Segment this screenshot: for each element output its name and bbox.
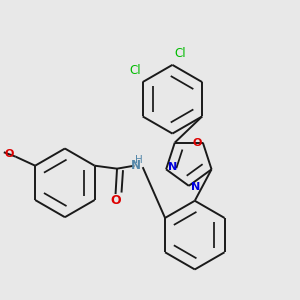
Text: Cl: Cl xyxy=(174,47,186,60)
Text: N: N xyxy=(191,182,200,192)
Text: O: O xyxy=(4,149,14,159)
Text: O: O xyxy=(193,138,202,148)
Text: N: N xyxy=(131,159,141,172)
Text: O: O xyxy=(110,194,121,207)
Text: H: H xyxy=(135,155,143,165)
Text: Cl: Cl xyxy=(129,64,141,77)
Text: N: N xyxy=(168,162,177,172)
